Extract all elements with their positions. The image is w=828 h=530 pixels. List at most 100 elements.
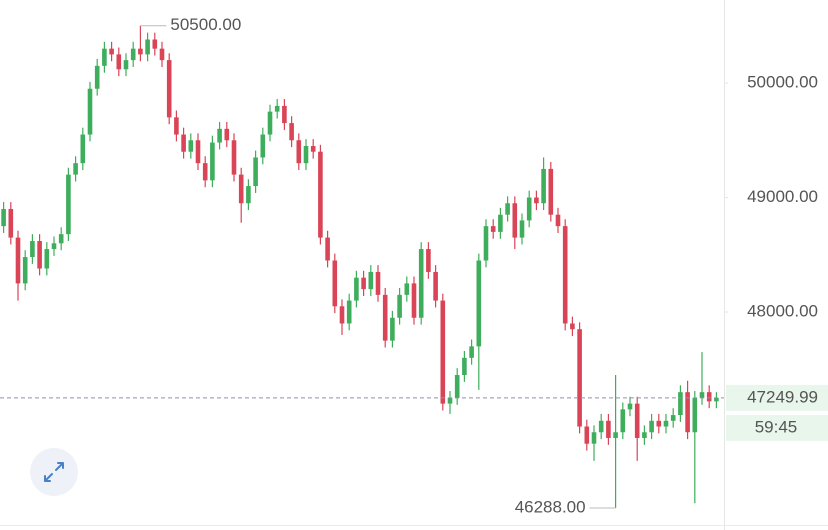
candle-body (706, 392, 712, 402)
candle-body (22, 257, 28, 284)
candle-body (274, 105, 280, 112)
candle-body (246, 186, 251, 204)
candle-body (447, 397, 453, 404)
countdown-label: 59:45 (755, 417, 798, 436)
candle-body (548, 168, 554, 215)
candle-body (642, 432, 647, 438)
candle-body (282, 105, 287, 124)
candle-body (584, 426, 590, 444)
candle-body (8, 208, 14, 238)
candle-body (606, 420, 611, 438)
candle-body (714, 397, 719, 402)
candle-body (498, 214, 503, 232)
candle-body (534, 197, 539, 204)
candle-body (512, 203, 518, 238)
candle-body (231, 140, 237, 175)
candle-body (339, 306, 345, 324)
candle-body (476, 260, 482, 347)
candle-body (195, 140, 201, 164)
y-tick-label: 49000.00 (747, 187, 818, 206)
high-marker-label: 50500.00 (170, 15, 241, 34)
candle-body (181, 134, 186, 152)
candle-body (1, 208, 6, 227)
candle-body (397, 294, 402, 318)
candle-body (318, 151, 323, 238)
candle-body (577, 329, 582, 427)
candle-body (541, 168, 546, 204)
candle-body (238, 174, 244, 204)
candle-body (30, 241, 35, 258)
candle-body (138, 48, 143, 55)
candle-body (94, 65, 100, 89)
candle-body (217, 128, 222, 143)
candle-body (296, 140, 302, 164)
expand-circle[interactable] (30, 448, 78, 496)
y-tick-label: 48000.00 (747, 302, 818, 321)
candle-body (382, 294, 388, 341)
candle-body (469, 346, 474, 358)
candle-body (159, 48, 165, 61)
candle-body (627, 403, 633, 410)
candle-body (253, 157, 258, 187)
candle-body (663, 420, 669, 427)
candle-body (483, 226, 489, 261)
candle-body (289, 123, 294, 141)
candle-body (418, 249, 424, 318)
candle-body (210, 142, 215, 181)
last-price-box (726, 384, 828, 411)
candle-body (116, 54, 122, 70)
candle-body (699, 392, 705, 398)
candle-body (375, 271, 381, 295)
candle-body (613, 432, 618, 438)
candle-body (15, 237, 21, 284)
candle-body (505, 203, 510, 215)
candle-body (656, 420, 662, 427)
candle-body (310, 145, 316, 152)
candle-body (361, 277, 366, 290)
candle-body (440, 300, 446, 404)
countdown-box (726, 414, 828, 441)
candle-body (519, 220, 525, 238)
candle-body (634, 403, 640, 438)
candle-body (260, 134, 266, 158)
candle-body (109, 48, 114, 55)
candle-body (649, 420, 654, 433)
low-marker-label: 46288.00 (515, 498, 586, 517)
candle-body (174, 117, 179, 135)
candle-body (188, 140, 194, 152)
candle-body (123, 60, 129, 70)
candle-body (166, 60, 172, 118)
candle-body (620, 409, 626, 433)
candle-body (66, 174, 71, 235)
expand-icon[interactable] (44, 462, 64, 482)
candle-body (267, 111, 273, 135)
candle-body (37, 241, 42, 269)
candle-body (570, 323, 575, 330)
candle-body (368, 271, 374, 290)
candle-body (44, 249, 50, 269)
candle-body (462, 357, 467, 375)
candle-body (685, 392, 690, 433)
candle-body (598, 420, 604, 433)
candle-body (526, 197, 532, 221)
candle-body (692, 397, 698, 433)
candle-body (562, 226, 568, 324)
candle-body (426, 249, 431, 272)
candle-body (354, 277, 359, 301)
candle-body (591, 432, 597, 444)
candle-body (102, 48, 107, 66)
candle-body (87, 88, 93, 135)
candle-body (490, 226, 496, 232)
candle-body (145, 39, 150, 55)
candle-body (325, 237, 330, 261)
candle-body (411, 283, 417, 318)
candle-body (80, 134, 86, 164)
last-price-label: 47249.99 (747, 387, 818, 406)
candle-body (51, 243, 57, 250)
expand-button[interactable] (30, 448, 78, 496)
candle-body (130, 48, 136, 61)
candle-body (346, 300, 352, 324)
candle-body (73, 163, 78, 175)
y-tick-label: 50000.00 (747, 72, 818, 91)
